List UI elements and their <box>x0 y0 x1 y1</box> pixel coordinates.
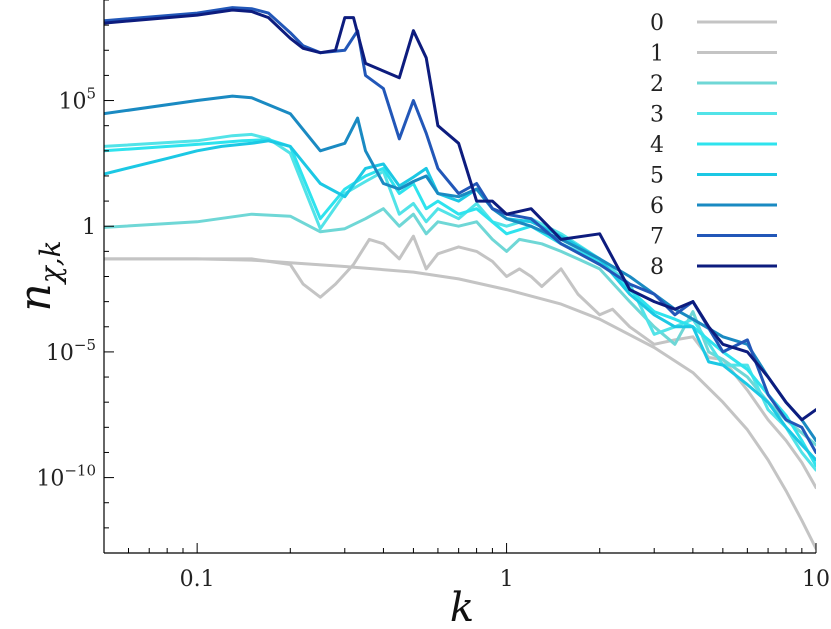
legend-label: 4 <box>650 133 664 158</box>
legend-entry-0: 0 <box>650 11 777 36</box>
axes <box>103 0 817 554</box>
series-line-3 <box>104 132 816 472</box>
legend-label: 2 <box>650 72 664 97</box>
y-axis-title: nχ,k <box>10 240 67 311</box>
legend-entry-6: 6 <box>650 194 777 219</box>
y-axis-title-main: n <box>10 283 61 311</box>
svg-text:nχ,k: nχ,k <box>10 240 67 311</box>
legend-entry-4: 4 <box>650 133 777 158</box>
series-line-0 <box>104 257 816 551</box>
legend: 0 1 2 3 4 5 6 7 8 <box>650 11 777 280</box>
x-tick-label: 10 <box>802 567 830 592</box>
legend-label: 3 <box>650 103 664 128</box>
y-tick-label: 105 <box>58 85 96 115</box>
legend-entry-8: 8 <box>650 255 777 280</box>
series-line-8 <box>104 8 816 422</box>
y-tick-label: 1 <box>82 215 96 240</box>
x-tick-label: 0.1 <box>180 567 215 592</box>
legend-label: 5 <box>650 164 664 189</box>
series-layer <box>104 6 816 551</box>
y-tick-label: 10−5 <box>46 336 96 366</box>
x-axis-title: k <box>450 585 474 629</box>
legend-label: 6 <box>650 194 664 219</box>
legend-entry-5: 5 <box>650 164 777 189</box>
legend-entry-7: 7 <box>650 225 777 250</box>
series-line-6 <box>104 94 816 442</box>
series-line-1 <box>104 234 816 490</box>
y-axis-title-sub: χ,k <box>34 240 67 285</box>
tick-labels: 0.1 1 10 105 1 10−5 10−10 <box>36 85 830 592</box>
series-line-4 <box>104 138 816 468</box>
series-line-7 <box>104 6 816 454</box>
legend-label: 8 <box>650 255 664 280</box>
legend-entry-1: 1 <box>650 42 777 67</box>
series-line-2 <box>104 207 816 447</box>
series-line-5 <box>104 139 816 462</box>
x-tick-label: 1 <box>500 567 514 592</box>
legend-label: 0 <box>650 11 664 36</box>
legend-label: 1 <box>650 42 664 67</box>
legend-entry-3: 3 <box>650 103 777 128</box>
legend-entry-2: 2 <box>650 72 777 97</box>
y-tick-label: 10−10 <box>36 462 96 492</box>
legend-label: 7 <box>650 225 664 250</box>
